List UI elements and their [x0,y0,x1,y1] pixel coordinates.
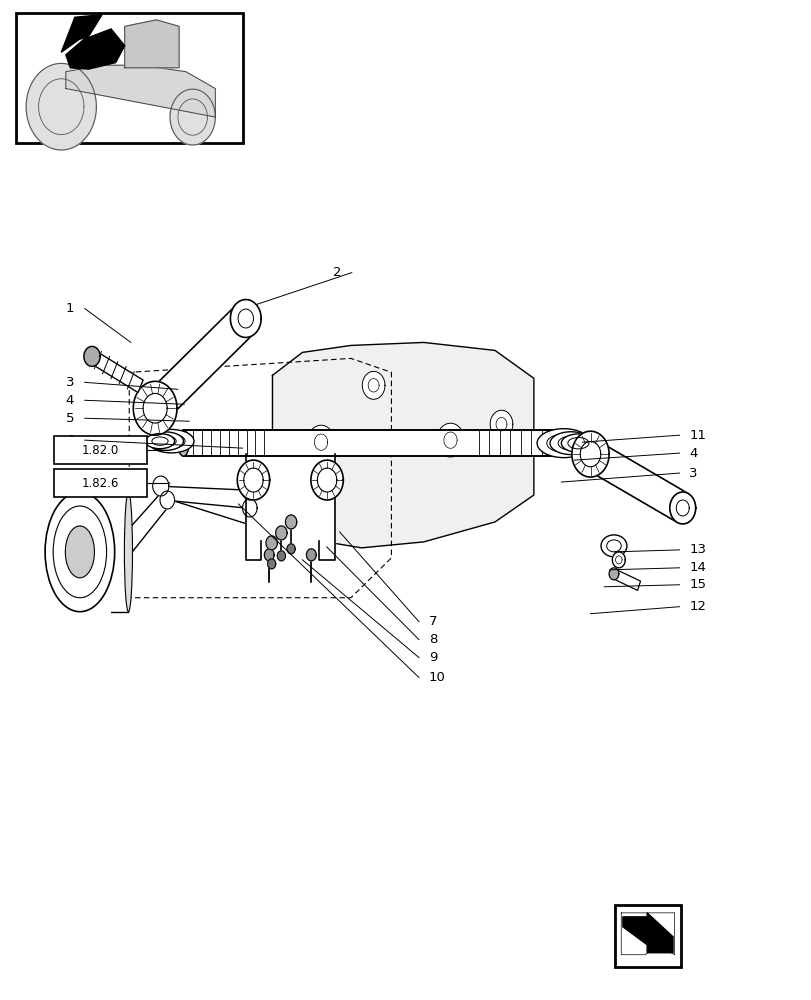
Text: 12: 12 [689,600,706,613]
Ellipse shape [145,434,174,449]
Polygon shape [26,63,97,150]
Text: 2: 2 [333,266,341,279]
Bar [54,469,147,497]
Text: 5: 5 [66,412,74,425]
Polygon shape [183,430,559,456]
Polygon shape [622,913,672,953]
Polygon shape [66,29,125,69]
Polygon shape [89,350,143,393]
Polygon shape [311,460,343,500]
Text: 6: 6 [66,434,74,447]
Polygon shape [611,552,624,568]
Polygon shape [246,454,334,560]
Text: 11: 11 [689,429,706,442]
Text: 1.82.6: 1.82.6 [82,477,119,490]
Ellipse shape [549,432,591,455]
Polygon shape [133,381,177,435]
Polygon shape [242,480,258,500]
Ellipse shape [124,492,132,612]
Polygon shape [84,346,100,366]
Polygon shape [490,410,513,438]
Text: 1: 1 [66,302,74,315]
Polygon shape [285,515,296,529]
Polygon shape [307,425,334,459]
Polygon shape [611,569,640,590]
Polygon shape [306,549,315,561]
Ellipse shape [65,526,94,578]
Polygon shape [584,440,688,522]
Text: 3: 3 [66,376,74,389]
Polygon shape [277,551,285,561]
Text: 13: 13 [689,543,706,556]
Polygon shape [276,526,287,540]
Bar [54,436,147,464]
Polygon shape [160,491,174,509]
Text: 14: 14 [689,561,706,574]
Text: 9: 9 [428,651,436,664]
Polygon shape [287,544,294,554]
Ellipse shape [536,429,590,458]
Polygon shape [169,89,215,145]
Ellipse shape [148,432,183,450]
Polygon shape [237,460,269,500]
Polygon shape [61,15,102,52]
Ellipse shape [553,430,564,456]
Ellipse shape [178,430,189,456]
Polygon shape [362,371,384,399]
Ellipse shape [148,429,194,453]
Bar [614,905,680,967]
Polygon shape [146,305,255,422]
Text: 1.82.0: 1.82.0 [82,444,119,457]
Bar [16,13,242,143]
Text: 15: 15 [689,578,706,591]
Polygon shape [230,300,261,337]
Polygon shape [266,536,277,550]
Text: 4: 4 [66,394,74,407]
Polygon shape [571,431,608,477]
Polygon shape [66,65,215,117]
Polygon shape [608,568,618,580]
Polygon shape [264,549,274,561]
Polygon shape [272,342,533,548]
Ellipse shape [560,434,594,452]
Polygon shape [436,423,464,457]
Text: 4: 4 [689,447,697,460]
Text: 3: 3 [689,467,697,480]
Text: 8: 8 [428,633,436,646]
Polygon shape [152,476,169,496]
Polygon shape [268,559,276,569]
Text: 10: 10 [428,671,445,684]
Polygon shape [242,499,257,517]
Polygon shape [125,20,179,68]
Polygon shape [669,492,695,524]
Ellipse shape [45,492,114,612]
Ellipse shape [600,535,626,557]
Text: 7: 7 [428,615,436,628]
Polygon shape [620,913,674,955]
